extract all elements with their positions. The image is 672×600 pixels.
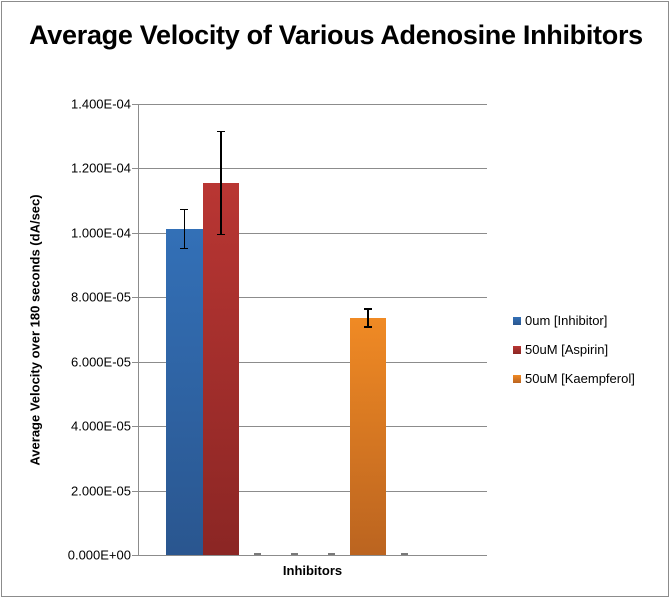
y-tick bbox=[132, 362, 138, 363]
error-bar-cap bbox=[180, 208, 189, 211]
y-tick-label: 8.000E-05 bbox=[71, 289, 131, 305]
legend-label: 50uM [Aspirin] bbox=[525, 342, 609, 357]
gridline bbox=[138, 297, 487, 298]
y-tick bbox=[132, 491, 138, 492]
y-tick bbox=[132, 233, 138, 234]
y-tick bbox=[132, 426, 138, 427]
y-tick-label: 0.000E+00 bbox=[67, 547, 131, 563]
y-tick-label: 1.000E-04 bbox=[71, 225, 131, 241]
legend-label: 0um [Inhibitor] bbox=[525, 313, 608, 328]
y-tick-label: 2.000E-05 bbox=[71, 483, 131, 499]
error-bar-cap bbox=[216, 233, 225, 236]
error-bar-cap bbox=[363, 326, 372, 328]
zero-value-marker bbox=[400, 553, 408, 555]
error-bar-cap bbox=[363, 308, 372, 310]
legend-swatch-icon bbox=[513, 374, 521, 383]
x-axis-label: Inhibitors bbox=[282, 563, 343, 578]
gridline bbox=[138, 168, 487, 169]
bar bbox=[349, 317, 386, 555]
plot-area bbox=[132, 104, 487, 556]
error-bar bbox=[220, 131, 222, 235]
legend-label: 50uM [Kaempferol] bbox=[525, 371, 635, 386]
y-tick-label: 1.200E-04 bbox=[71, 160, 131, 176]
zero-value-marker bbox=[290, 553, 298, 555]
gridline bbox=[138, 555, 487, 556]
chart-title: Average Velocity of Various Adenosine In… bbox=[0, 16, 672, 54]
chart-title-text: Average Velocity of Various Adenosine In… bbox=[29, 20, 643, 50]
y-tick bbox=[132, 104, 138, 105]
y-tick bbox=[132, 168, 138, 169]
legend-swatch-icon bbox=[513, 316, 521, 325]
error-bar-cap bbox=[216, 130, 225, 133]
y-tick bbox=[132, 297, 138, 298]
legend-item: 0um [Inhibitor] bbox=[513, 306, 635, 335]
zero-value-marker bbox=[254, 553, 262, 555]
error-bar-cap bbox=[180, 247, 189, 250]
y-tick-label: 6.000E-05 bbox=[71, 354, 131, 370]
y-tick-label: 1.400E-04 bbox=[71, 96, 131, 112]
error-bar bbox=[367, 308, 369, 327]
bar bbox=[166, 229, 203, 555]
y-tick bbox=[132, 555, 138, 556]
bar bbox=[202, 182, 240, 555]
gridline bbox=[138, 426, 487, 427]
gridline bbox=[138, 491, 487, 492]
legend: 0um [Inhibitor] 50uM [Aspirin] 50uM [Kaemp… bbox=[513, 306, 635, 393]
y-axis-line bbox=[138, 104, 139, 555]
legend-swatch-icon bbox=[513, 345, 521, 354]
legend-item: 50uM [Aspirin] bbox=[513, 335, 635, 364]
y-tick-label: 4.000E-05 bbox=[71, 418, 131, 434]
gridline bbox=[138, 233, 487, 234]
legend-item: 50uM [Kaempferol] bbox=[513, 364, 635, 393]
error-bar bbox=[183, 209, 185, 249]
zero-value-marker bbox=[327, 553, 335, 555]
gridline bbox=[138, 362, 487, 363]
gridline bbox=[138, 104, 487, 105]
